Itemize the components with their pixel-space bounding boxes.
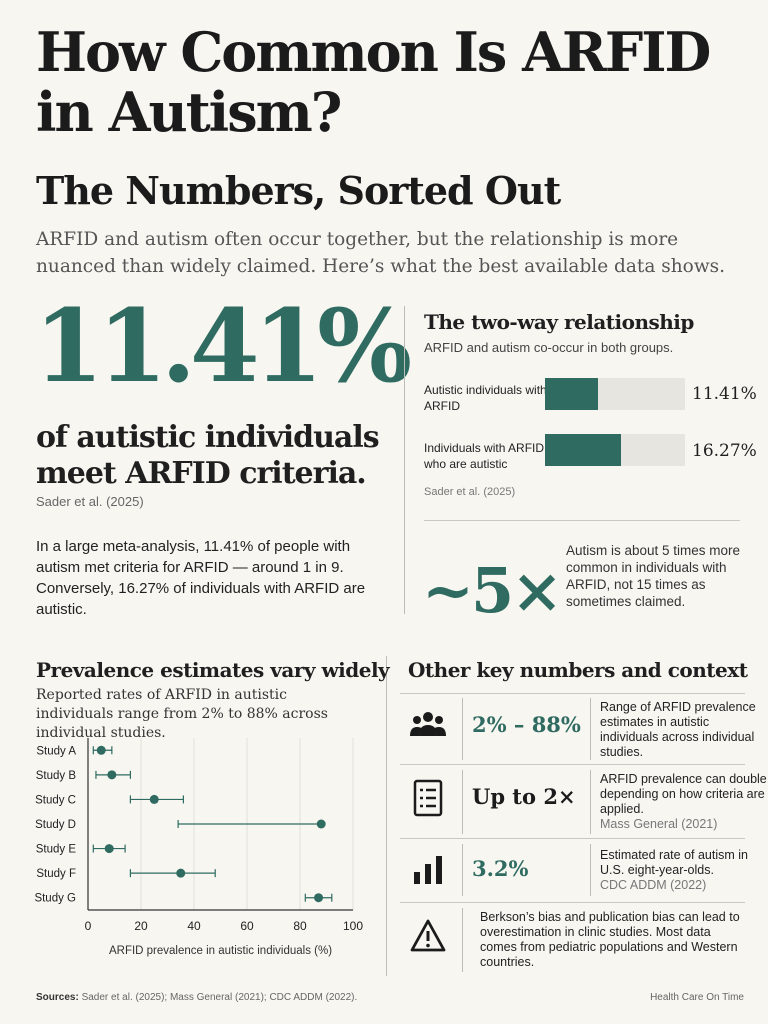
bias-note: Berkson’s bias and publication bias can …	[480, 910, 740, 969]
intro-text: ARFID and autism often occur together, b…	[36, 229, 726, 277]
bar-fill-arfid-who-are-autistic	[545, 434, 621, 466]
checklist-icon	[413, 779, 443, 817]
study-label: Study F	[36, 868, 76, 880]
estimate-point	[176, 868, 186, 878]
row-divider	[462, 770, 463, 834]
divider	[400, 902, 745, 903]
estimate-point	[314, 893, 324, 903]
fold-text: Autism is about 5 times more common in i…	[566, 543, 741, 609]
row-divider	[590, 698, 591, 760]
autism-rate-desc-text: Estimated rate of autism in U.S. eight-y…	[600, 848, 748, 877]
people-icon	[410, 712, 446, 736]
autism-rate-source: CDC ADDM (2022)	[600, 878, 707, 892]
divider	[424, 520, 740, 521]
bar-label-autistic-with-arfid: Autistic individuals with ARFID	[424, 383, 547, 413]
two-way-source: Sader et al. (2025)	[424, 486, 516, 498]
study-label: Study D	[35, 819, 76, 831]
other-title: Other key numbers and context	[408, 658, 748, 682]
two-way-title: The two-way relationship	[424, 310, 694, 334]
sources-text: Sader et al. (2025); Mass General (2021)…	[81, 992, 358, 1003]
page-title: How Common Is ARFID in Autism?	[36, 20, 711, 144]
headline-stat: 11.41%	[34, 287, 412, 405]
autism-rate-value: 3.2%	[472, 856, 529, 881]
row-divider	[462, 844, 463, 896]
row-divider	[590, 770, 591, 834]
warning-icon	[410, 919, 446, 952]
x-tick-label: 100	[343, 919, 363, 933]
divider	[400, 693, 745, 694]
criteria-source: Mass General (2021)	[600, 817, 718, 831]
brand-name: Health Care On Time	[650, 992, 744, 1003]
bar-chart-icon	[414, 856, 442, 884]
criteria-desc-text: ARFID prevalence can double depending on…	[600, 772, 767, 816]
headline-caption: of autistic individuals meet ARFID crite…	[36, 420, 380, 491]
meta-analysis-text: In a large meta-analysis, 11.41% of peop…	[36, 538, 366, 618]
two-way-subtitle: ARFID and autism co-occur in both groups…	[424, 340, 674, 355]
bar-track	[545, 378, 685, 410]
study-label: Study E	[36, 844, 77, 856]
x-tick-label: 60	[240, 919, 254, 933]
sources-line: Sources: Sader et al. (2025); Mass Gener…	[36, 992, 357, 1003]
criteria-value: Up to 2×	[472, 784, 576, 809]
estimate-point	[96, 745, 106, 755]
range-value: 2% – 88%	[472, 712, 581, 737]
row-divider	[462, 698, 463, 760]
study-label: Study G	[34, 893, 76, 905]
x-tick-label: 80	[293, 919, 307, 933]
x-tick-label: 20	[134, 919, 148, 933]
range-desc: Range of ARFID prevalence estimates in a…	[600, 700, 756, 759]
x-tick-label: 40	[187, 919, 201, 933]
prevalence-subtitle: Reported rates of ARFID in autistic indi…	[36, 687, 328, 741]
estimate-point	[149, 794, 159, 804]
study-label: Study C	[35, 794, 76, 806]
x-tick-label: 0	[85, 919, 92, 933]
bar-value: 11.41%	[692, 384, 757, 404]
autism-rate-desc: Estimated rate of autism in U.S. eight-y…	[600, 848, 768, 893]
fold-stat: ~5×	[422, 554, 563, 627]
criteria-desc: ARFID prevalence can double depending on…	[600, 772, 768, 832]
divider	[400, 764, 745, 765]
section-divider	[404, 306, 405, 614]
divider	[400, 838, 745, 839]
estimate-point	[316, 819, 326, 829]
prevalence-title: Prevalence estimates vary widely	[36, 658, 390, 682]
headline-source: Sader et al. (2025)	[36, 494, 144, 509]
study-label: Study B	[36, 770, 77, 782]
study-label: Study A	[36, 745, 76, 757]
bar-fill-autistic-with-arfid	[545, 378, 599, 410]
bar-track	[545, 434, 685, 466]
bar-label-arfid-who-are-autistic: Individuals with ARFID who are autistic	[424, 441, 545, 471]
sources-label: Sources:	[36, 992, 79, 1003]
x-axis-label: ARFID prevalence in autistic individuals…	[109, 945, 332, 957]
section-divider	[386, 656, 387, 976]
estimate-point	[107, 770, 117, 780]
row-divider	[590, 844, 591, 896]
forest-plot: 0 20 40 60 80 100 ARFID prevalence in autistic…	[34, 738, 363, 957]
bar-value: 16.27%	[692, 441, 757, 461]
row-divider	[462, 908, 463, 972]
estimate-point	[104, 844, 114, 854]
page-subtitle: The Numbers, Sorted Out	[36, 168, 561, 213]
